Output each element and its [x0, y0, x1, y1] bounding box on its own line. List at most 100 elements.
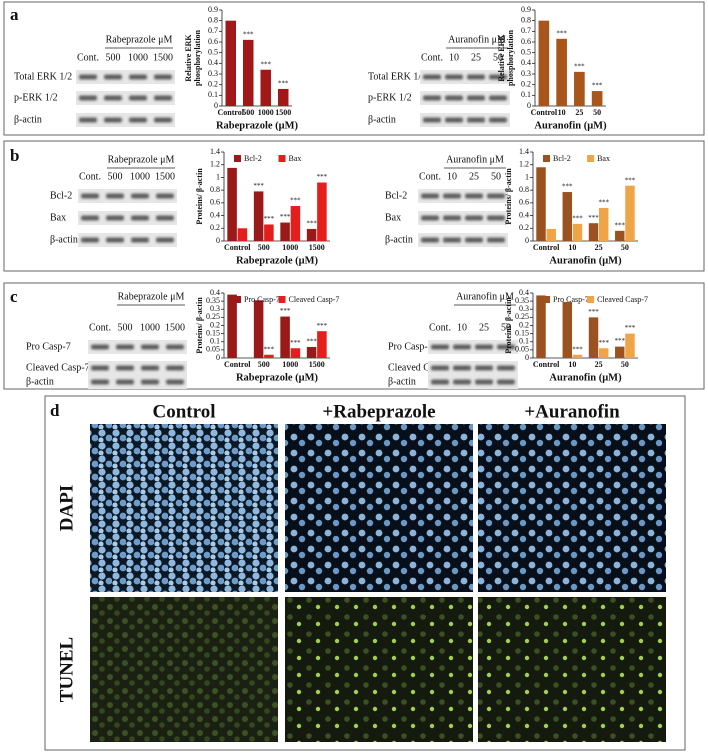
- y-tick-label: 0.1: [521, 90, 531, 99]
- y-tick-label: 0.1: [208, 90, 218, 99]
- micrograph: [90, 597, 278, 742]
- lane-label: Cont.: [77, 52, 99, 63]
- significance-mark: ***: [625, 324, 636, 332]
- bar: [237, 228, 248, 241]
- blot-band: [423, 95, 441, 101]
- legend-swatch: [278, 155, 286, 162]
- x-tick-label: 50: [621, 360, 629, 369]
- y-tick-label: 0.6: [208, 37, 218, 46]
- significance-mark: ***: [306, 338, 317, 346]
- bar: [536, 295, 546, 358]
- significance-mark: ***: [574, 62, 585, 70]
- bar: [264, 224, 274, 241]
- lane-label: 25: [471, 52, 481, 63]
- blot-band: [156, 215, 174, 221]
- x-tick-label: 25: [595, 360, 603, 369]
- blot-title: Rabeprazole μM: [108, 154, 175, 165]
- y-tick-label: 0.2: [519, 320, 529, 329]
- legend-swatch: [234, 296, 241, 303]
- lane-label: Cont.: [419, 171, 441, 182]
- bar: [591, 91, 603, 106]
- panel-label: d: [50, 401, 60, 420]
- blot-band: [141, 379, 159, 385]
- y-tick-label: 0.5: [521, 47, 531, 56]
- legend-label: Pro Casp-7: [244, 295, 280, 304]
- y-axis-label: phosphorylation: [506, 29, 515, 86]
- blot-band: [421, 193, 439, 199]
- significance-mark: ***: [253, 182, 264, 190]
- y-tick-label: 0.15: [515, 328, 529, 337]
- blot-band: [131, 237, 149, 243]
- y-tick-label: 0.25: [515, 312, 529, 321]
- blot-band: [156, 237, 174, 243]
- significance-mark: ***: [264, 345, 275, 353]
- blot-band: [467, 74, 485, 80]
- panel-box: [3, 282, 705, 390]
- x-tick-label: 500: [258, 360, 270, 369]
- blot-band: [79, 95, 97, 101]
- blot-band: [475, 365, 493, 371]
- blot-strip: [76, 70, 175, 84]
- blot-band: [141, 365, 159, 371]
- blot-band: [465, 215, 483, 221]
- lane-label: 10: [449, 52, 459, 63]
- blot-band: [467, 95, 485, 101]
- y-tick-label: 0.7: [208, 26, 218, 35]
- y-tick-label: 0: [214, 101, 218, 110]
- significance-mark: ***: [261, 60, 272, 68]
- bar: [562, 192, 572, 241]
- y-axis-label: Proteins/ β-actin: [195, 297, 204, 354]
- y-tick-label: 0.4: [210, 210, 220, 219]
- y-tick-label: 1.2: [519, 160, 529, 169]
- legend-swatch: [543, 155, 550, 162]
- blot-band: [131, 215, 149, 221]
- lane-label: 1500: [153, 52, 173, 63]
- significance-mark: ***: [317, 173, 328, 181]
- y-tick-label: 0.2: [210, 320, 220, 329]
- y-tick-label: 0.4: [210, 288, 220, 297]
- blot-strip: [76, 91, 175, 105]
- y-tick-label: 0.8: [210, 185, 220, 194]
- row-label: Total ERK 1/2: [368, 71, 426, 82]
- blot-band: [106, 215, 124, 221]
- y-tick-label: 0.6: [210, 198, 220, 207]
- blot-band: [131, 193, 149, 199]
- blot-band: [497, 344, 515, 350]
- bar: [227, 294, 237, 358]
- row-label: Bcl-2: [50, 190, 72, 201]
- blot-band: [129, 95, 147, 101]
- significance-mark: ***: [588, 308, 599, 316]
- x-axis-label: Rabeprazole (μM): [236, 372, 319, 383]
- blot-title: Rabeprazole μM: [118, 291, 185, 302]
- x-tick-label: 1500: [275, 108, 291, 117]
- blot-strip: [420, 70, 510, 84]
- bar: [290, 206, 301, 241]
- bar: [253, 300, 264, 358]
- x-tick-label: 1000: [282, 243, 298, 252]
- y-tick-label: 0.05: [515, 345, 529, 354]
- row-label: Pro Casp-7: [388, 341, 433, 352]
- bar: [317, 182, 327, 241]
- blot-strip: [88, 375, 187, 389]
- micrograph: [90, 424, 278, 592]
- bar: [574, 71, 585, 106]
- blot-band: [487, 237, 505, 243]
- blot-band: [465, 193, 483, 199]
- significance-mark: ***: [572, 345, 583, 353]
- x-axis-label: Auranofin (μM): [534, 120, 607, 131]
- x-tick-label: 500: [258, 243, 270, 252]
- y-tick-label: 0.9: [208, 5, 218, 14]
- blot-strip: [418, 189, 508, 203]
- blot-strip: [418, 211, 508, 225]
- y-tick-label: 0.4: [519, 210, 529, 219]
- row-label: Pro Casp-7: [26, 341, 71, 352]
- bar: [536, 167, 546, 241]
- column-title: Control: [153, 401, 216, 422]
- legend-swatch: [234, 155, 241, 162]
- x-tick-label: 500: [242, 108, 254, 117]
- blot-title: Auranofin μM: [448, 34, 506, 45]
- row-label: p-ERK 1/2: [14, 92, 58, 103]
- significance-mark: ***: [598, 339, 609, 347]
- row-label: Cleaved Casp-7: [388, 362, 452, 373]
